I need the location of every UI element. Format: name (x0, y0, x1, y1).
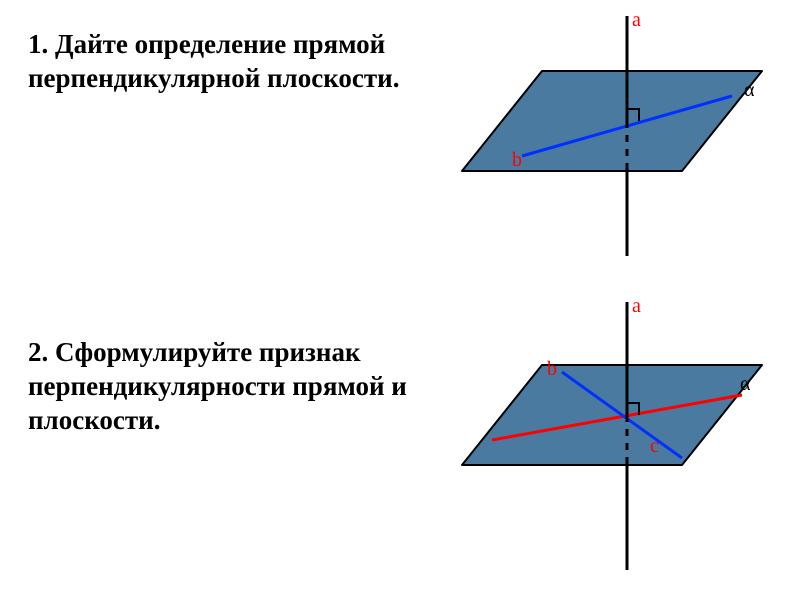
diagram-perpendicular-line-plane-criterion: cbαa (432, 290, 792, 580)
svg-text:a: a (632, 9, 641, 31)
diagram-1-svg: b α a (432, 6, 792, 266)
svg-text:α: α (740, 373, 751, 395)
svg-text:b: b (547, 358, 557, 380)
diagram-2-svg: cbαa (432, 290, 792, 580)
question-1-text: 1. Дайте определение прямой перпендикуля… (28, 28, 408, 96)
diagram-perpendicular-line-plane-definition: b α a (432, 6, 792, 266)
svg-text:b: b (512, 149, 522, 171)
question-2-text: 2. Сформулируйте признак перпендикулярно… (28, 336, 408, 437)
svg-text:a: a (632, 295, 641, 317)
svg-text:α: α (744, 79, 755, 101)
